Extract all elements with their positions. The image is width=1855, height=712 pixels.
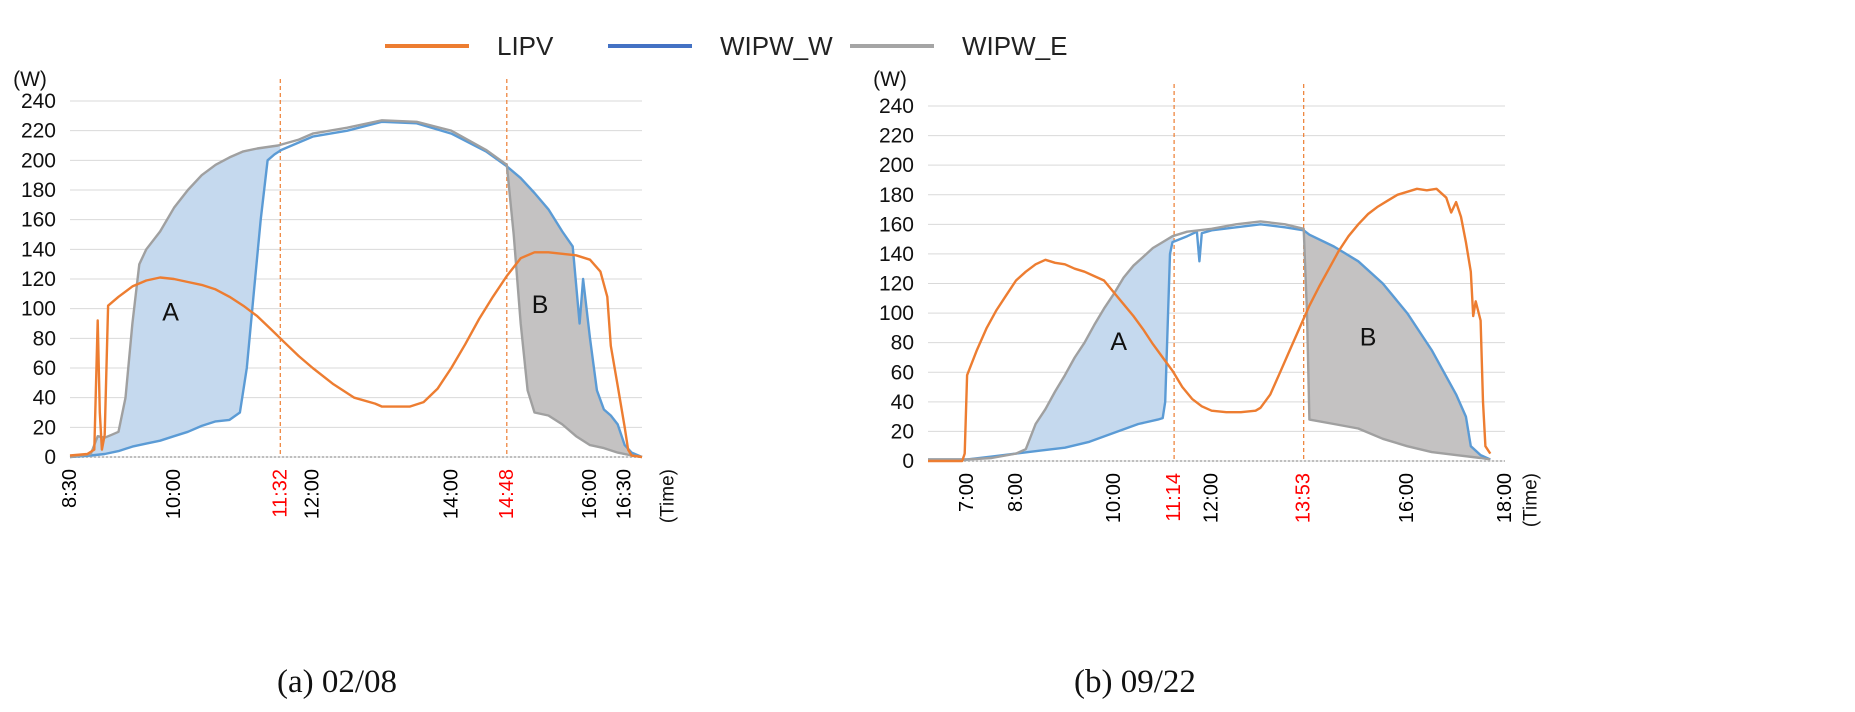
x-tick-b-1114: 11:14 bbox=[1163, 473, 1185, 522]
region-label-a-b: A bbox=[1110, 328, 1127, 356]
series-line-wipw-e-a bbox=[69, 119, 643, 459]
region-label-a-a: A bbox=[162, 299, 179, 327]
regions-a bbox=[70, 144, 642, 458]
legend: LIPV WIPW_W WIPW_E bbox=[0, 0, 1855, 80]
legend-label-lipv: LIPV bbox=[497, 30, 554, 61]
legend-swatch-lipv bbox=[385, 44, 469, 48]
legend-item-wipw-w: WIPW_W bbox=[608, 28, 833, 64]
y-tick-a-0: 0 bbox=[44, 446, 56, 469]
x-tick-b-1200: 12:00 bbox=[1201, 473, 1223, 523]
x-tick-b-1600: 16:00 bbox=[1396, 473, 1418, 523]
region-label-b-a: B bbox=[532, 291, 549, 319]
y-tick-b-240: 240 bbox=[879, 95, 914, 118]
y-tick-a-140: 140 bbox=[21, 238, 56, 261]
y-tick-a-220: 220 bbox=[21, 120, 56, 143]
series-line-wipw-w-a bbox=[69, 120, 643, 459]
x-tick-b-1000: 10:00 bbox=[1103, 473, 1125, 523]
y-tick-b-60: 60 bbox=[891, 361, 914, 384]
y-tick-b-140: 140 bbox=[879, 243, 914, 266]
y-tick-b-200: 200 bbox=[879, 154, 914, 177]
x-tick-b-800: 8:00 bbox=[1005, 473, 1027, 512]
caption-b: (b) 09/22 bbox=[1074, 664, 1196, 700]
chart-a: 0 20 40 60 80 100 120 140 160 180 200 220 240(W) A B 8:… bbox=[13, 70, 679, 523]
x-tick-b-1353: 13:53 bbox=[1293, 473, 1315, 523]
x-tick-a-1000: 10:00 bbox=[163, 469, 185, 519]
y-tick-b-100: 100 bbox=[879, 302, 914, 325]
legend-item-lipv: LIPV bbox=[385, 28, 553, 64]
legend-label-wipw-e: WIPW_E bbox=[962, 30, 1068, 61]
x-tick-a-1132: 11:32 bbox=[269, 469, 291, 518]
x-tick-a-1200: 12:00 bbox=[302, 469, 324, 519]
region-label-b-b: B bbox=[1360, 324, 1377, 352]
series-line-lipv-b bbox=[928, 187, 1492, 463]
x-tick-a-1400: 14:00 bbox=[440, 469, 462, 519]
y-tick-a-240: 240 bbox=[21, 90, 56, 113]
x-axis-label-b: (Time) bbox=[1521, 473, 1542, 527]
legend-item-wipw-e: WIPW_E bbox=[850, 28, 1067, 64]
series-line-lipv-a bbox=[69, 251, 643, 459]
region-b-fill-a bbox=[506, 164, 642, 458]
x-tick-b-1800: 18:00 bbox=[1494, 473, 1516, 523]
series-line-wipw-w-b bbox=[928, 223, 1491, 461]
x-tick-a-1600: 16:00 bbox=[579, 469, 601, 519]
x-tick-a-1448: 14:48 bbox=[496, 469, 518, 519]
y-tick-a-120: 120 bbox=[21, 268, 56, 291]
chart-b: 0 20 40 60 80 100 120 140 160 180 200 220 240 (W) A B 7:… bbox=[873, 70, 1542, 527]
y-tick-b-40: 40 bbox=[891, 391, 914, 414]
y-tick-b-160: 160 bbox=[879, 213, 914, 236]
region-b-fill-b bbox=[1303, 228, 1505, 460]
legend-swatch-wipw-e bbox=[850, 44, 934, 48]
y-tick-b-180: 180 bbox=[879, 184, 914, 207]
series-line-wipw-e-b bbox=[928, 220, 1491, 461]
legend-label-wipw-w: WIPW_W bbox=[720, 30, 833, 61]
x-axis-label-a: (Time) bbox=[658, 469, 679, 523]
y-tick-a-180: 180 bbox=[21, 179, 56, 202]
y-tick-a-100: 100 bbox=[21, 298, 56, 321]
legend-swatch-wipw-w bbox=[608, 44, 692, 48]
y-tick-b-80: 80 bbox=[891, 332, 914, 355]
y-tick-a-40: 40 bbox=[33, 387, 56, 410]
y-tick-a-80: 80 bbox=[33, 327, 56, 350]
region-a-fill-a bbox=[70, 144, 281, 458]
caption-a: (a) 02/08 bbox=[277, 664, 398, 700]
y-tick-b-0: 0 bbox=[902, 450, 914, 473]
y-tick-b-220: 220 bbox=[879, 125, 914, 148]
y-axis-label-a: (W) bbox=[13, 70, 47, 91]
y-tick-b-20: 20 bbox=[891, 420, 914, 443]
y-axis-label-b: (W) bbox=[873, 70, 907, 91]
regions-b bbox=[928, 228, 1505, 460]
x-tick-a-1630: 16:30 bbox=[614, 469, 636, 519]
x-tick-b-700: 7:00 bbox=[956, 473, 978, 512]
x-tick-a-830: 8:30 bbox=[59, 469, 81, 508]
y-tick-b-120: 120 bbox=[879, 273, 914, 296]
y-tick-a-160: 160 bbox=[21, 209, 56, 232]
y-tick-a-20: 20 bbox=[33, 416, 56, 439]
y-tick-a-60: 60 bbox=[33, 357, 56, 380]
y-tick-a-200: 200 bbox=[21, 149, 56, 172]
region-a-fill-b bbox=[928, 235, 1175, 460]
